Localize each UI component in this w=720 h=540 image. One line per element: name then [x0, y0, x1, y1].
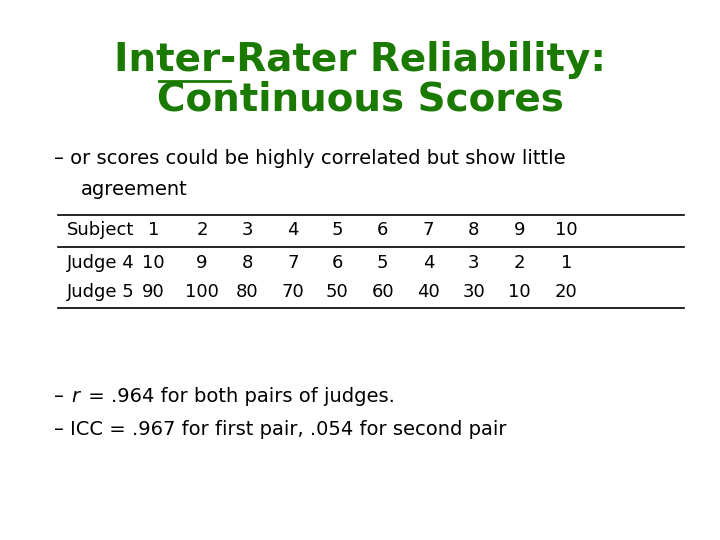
Text: 3: 3: [242, 221, 253, 239]
Text: = .964 for both pairs of judges.: = .964 for both pairs of judges.: [82, 387, 395, 406]
Text: 10: 10: [555, 221, 577, 239]
Text: Judge 5: Judge 5: [67, 283, 135, 301]
Text: 40: 40: [417, 283, 440, 301]
Text: 30: 30: [462, 283, 485, 301]
Text: –: –: [54, 387, 70, 406]
Text: 6: 6: [377, 221, 389, 239]
Text: – ICC = .967 for first pair, .054 for second pair: – ICC = .967 for first pair, .054 for se…: [54, 420, 506, 439]
Text: 20: 20: [555, 283, 577, 301]
Text: 3: 3: [468, 254, 480, 272]
Text: agreement: agreement: [81, 180, 188, 199]
Text: 10: 10: [508, 283, 531, 301]
Text: 7: 7: [287, 254, 299, 272]
Text: 4: 4: [287, 221, 299, 239]
Text: Judge 4: Judge 4: [67, 254, 135, 272]
Text: 60: 60: [372, 283, 394, 301]
Text: 2: 2: [513, 254, 525, 272]
Text: r: r: [72, 387, 80, 406]
Text: 5: 5: [377, 254, 389, 272]
Text: 80: 80: [236, 283, 259, 301]
Text: 9: 9: [197, 254, 208, 272]
Text: 6: 6: [331, 254, 343, 272]
Text: 90: 90: [143, 283, 165, 301]
Text: Inter-Rater Reliability:: Inter-Rater Reliability:: [114, 41, 606, 79]
Text: Subject: Subject: [67, 221, 134, 239]
Text: – or scores could be highly correlated but show little: – or scores could be highly correlated b…: [54, 149, 566, 168]
Text: 4: 4: [423, 254, 434, 272]
Text: 8: 8: [468, 221, 480, 239]
Text: 10: 10: [143, 254, 165, 272]
Text: 5: 5: [331, 221, 343, 239]
Text: 1: 1: [148, 221, 159, 239]
Text: 100: 100: [185, 283, 219, 301]
Text: 7: 7: [423, 221, 434, 239]
Text: 70: 70: [282, 283, 305, 301]
Text: 50: 50: [326, 283, 348, 301]
Text: Continuous Scores: Continuous Scores: [156, 81, 564, 119]
Text: 2: 2: [197, 221, 208, 239]
Text: 1: 1: [561, 254, 572, 272]
Text: 8: 8: [242, 254, 253, 272]
Text: 9: 9: [513, 221, 525, 239]
